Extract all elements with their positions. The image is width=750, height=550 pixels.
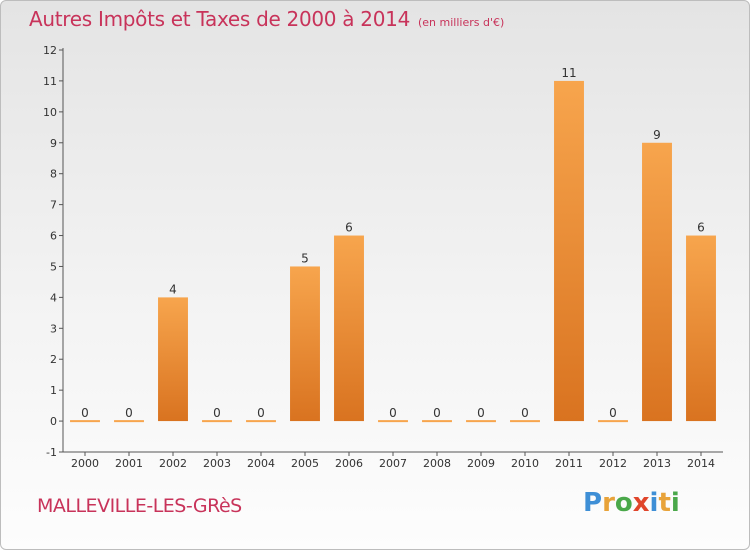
x-tick-label: 2000 <box>71 457 99 470</box>
x-tick-label: 2004 <box>247 457 275 470</box>
y-tick-label: 0 <box>50 415 57 428</box>
data-label-2011: 11 <box>561 66 576 80</box>
x-tick-label: 2014 <box>687 457 715 470</box>
data-label-2014: 6 <box>697 221 705 235</box>
chart-data-labels: 0 0 4 0 0 5 6 0 0 0 0 11 0 9 6 <box>81 66 705 420</box>
x-tick-label: 2001 <box>115 457 143 470</box>
data-label-2002: 4 <box>169 282 177 296</box>
x-tick-label: 2011 <box>555 457 583 470</box>
proxiti-logo: Proxiti <box>583 488 680 518</box>
y-tick-label: 10 <box>43 106 57 119</box>
y-tick-label: 1 <box>50 384 57 397</box>
y-tick-label: 3 <box>50 322 57 335</box>
x-tick-label: 2007 <box>379 457 407 470</box>
data-label-2008: 0 <box>433 406 441 420</box>
data-label-2003: 0 <box>213 406 221 420</box>
y-tick-label: 9 <box>50 137 57 150</box>
x-tick-label: 2008 <box>423 457 451 470</box>
chart-bars <box>70 80 716 423</box>
bar-2013 <box>642 142 672 422</box>
bar-2011 <box>554 80 584 422</box>
bar-2014 <box>686 235 716 422</box>
bar-2006 <box>334 235 364 422</box>
data-label-2009: 0 <box>477 406 485 420</box>
y-tick-label: 5 <box>50 260 57 273</box>
data-label-2010: 0 <box>521 406 529 420</box>
x-tick-label: 2012 <box>599 457 627 470</box>
data-label-2013: 9 <box>653 128 661 142</box>
chart-subtitle: (en milliers d'€) <box>418 16 505 29</box>
data-label-2006: 6 <box>345 221 353 235</box>
data-label-2007: 0 <box>389 406 397 420</box>
y-tick-label: -1 <box>46 446 57 459</box>
y-tick-label: 2 <box>50 353 57 366</box>
x-tick-label: 2009 <box>467 457 495 470</box>
bar-2005 <box>290 266 320 422</box>
data-label-2000: 0 <box>81 406 89 420</box>
y-tick-label: 7 <box>50 199 57 212</box>
data-label-2012: 0 <box>609 406 617 420</box>
y-tick-label: 6 <box>50 230 57 243</box>
y-tick-label: 11 <box>43 75 57 88</box>
y-tick-label: 4 <box>50 291 57 304</box>
commune-name: MALLEVILLE-LES-GRèS <box>37 495 242 517</box>
chart-title-text: Autres Impôts et Taxes de 2000 à 2014 <box>29 7 410 31</box>
bar-2002 <box>158 297 188 422</box>
chart-title: Autres Impôts et Taxes de 2000 à 2014 (en… <box>29 7 504 31</box>
x-tick-label: 2003 <box>203 457 231 470</box>
y-tick-label: 12 <box>43 44 57 57</box>
x-tick-label: 2005 <box>291 457 319 470</box>
y-tick-label: 8 <box>50 168 57 181</box>
data-label-2001: 0 <box>125 406 133 420</box>
x-tick-label: 2002 <box>159 457 187 470</box>
x-tick-label: 2013 <box>643 457 671 470</box>
data-label-2004: 0 <box>257 406 265 420</box>
data-label-2005: 5 <box>301 251 309 265</box>
x-tick-label: 2006 <box>335 457 363 470</box>
x-tick-label: 2010 <box>511 457 539 470</box>
